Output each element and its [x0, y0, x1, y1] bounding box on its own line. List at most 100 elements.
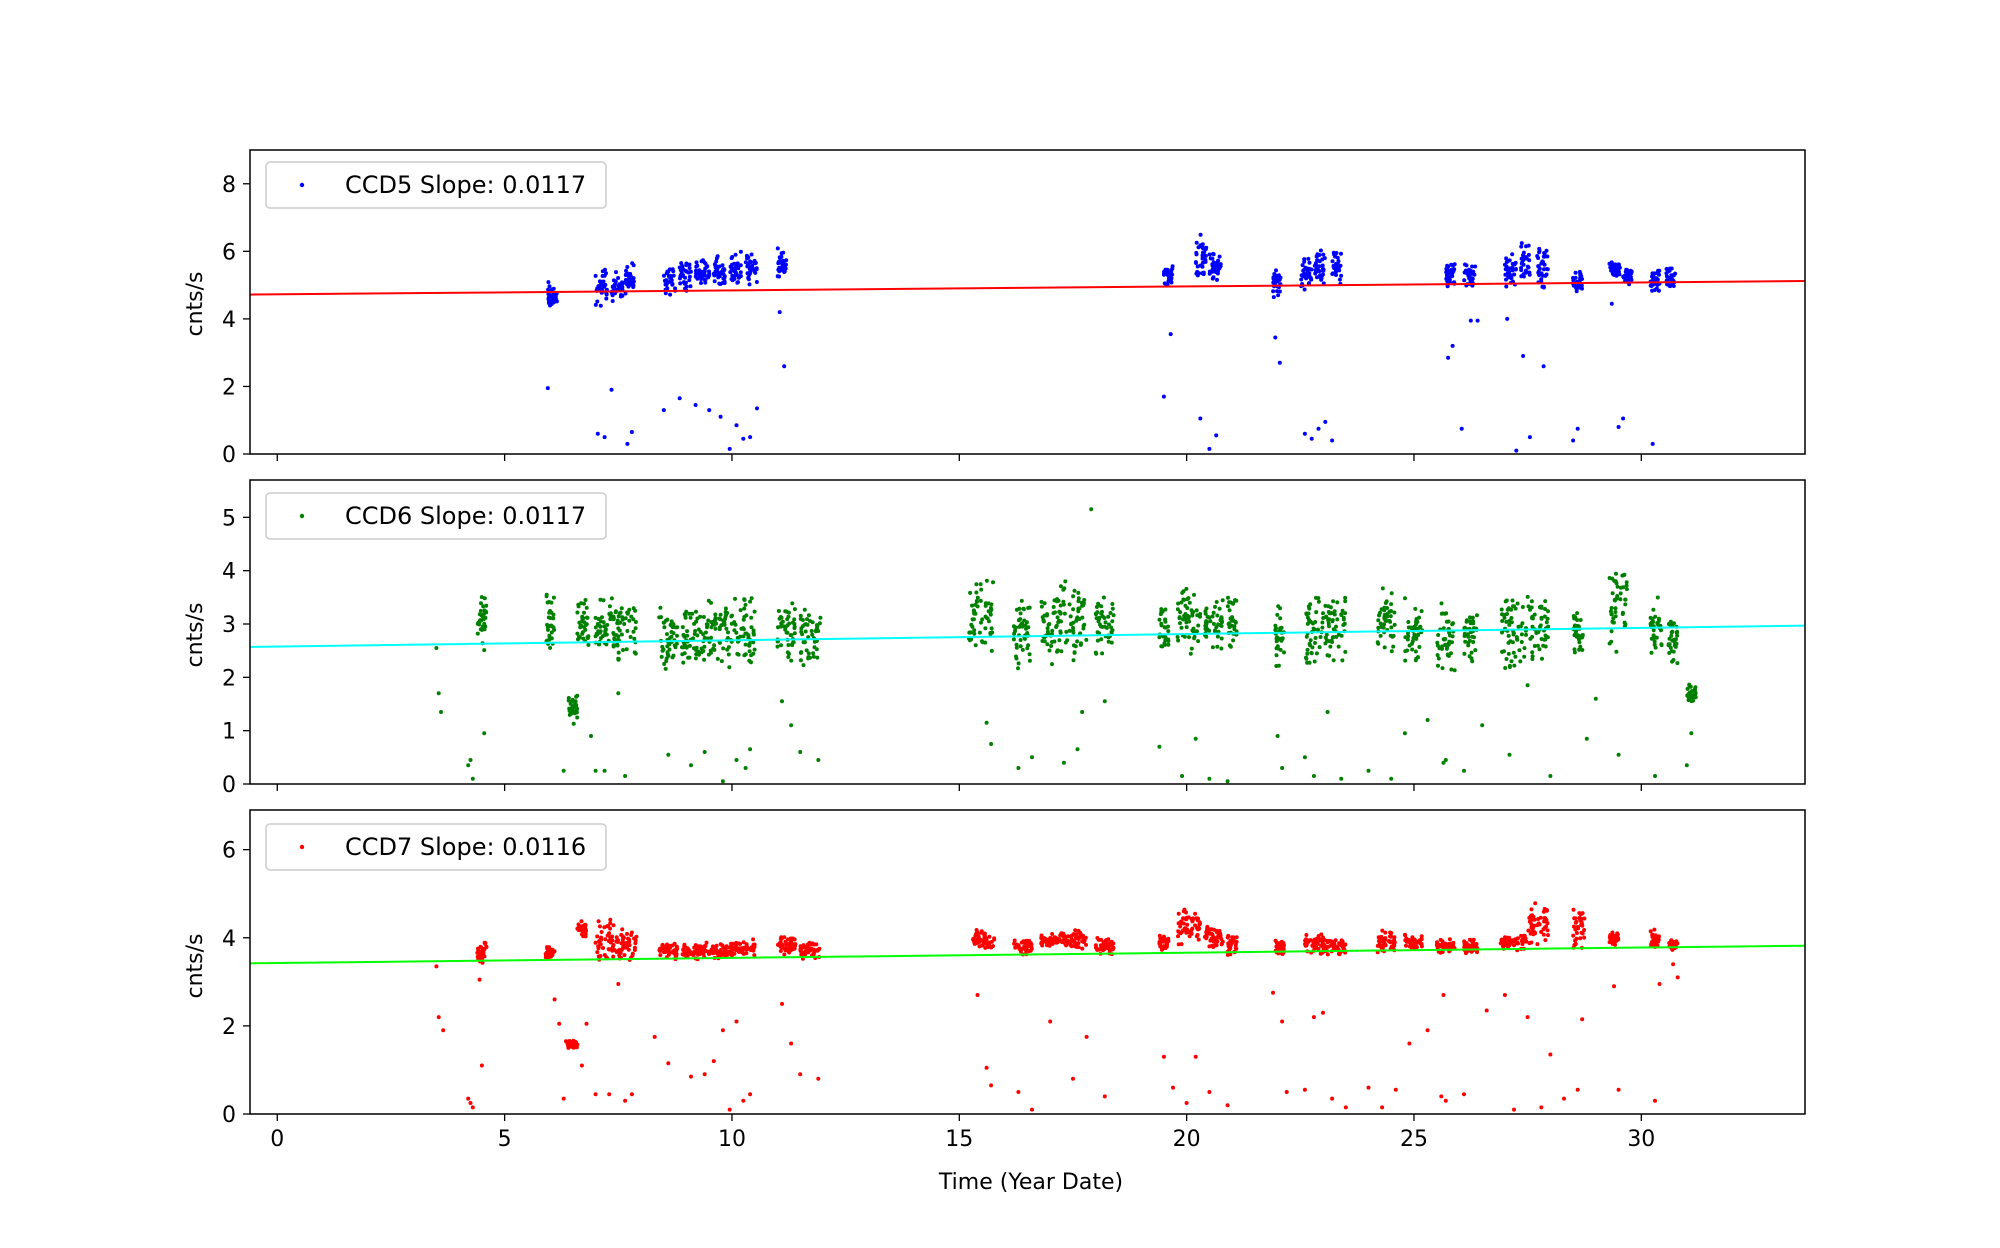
data-point [1468, 615, 1472, 620]
data-point-outlier [734, 758, 739, 762]
data-point [1382, 608, 1387, 613]
data-point [1653, 645, 1658, 650]
data-point [1332, 609, 1337, 614]
data-point [658, 953, 663, 958]
data-point [1410, 935, 1415, 940]
data-point [599, 930, 604, 934]
data-point-outlier [477, 977, 482, 982]
data-point-outlier [1207, 446, 1212, 451]
data-point [1511, 650, 1516, 655]
data-point [665, 644, 670, 649]
data-point [1108, 611, 1113, 615]
data-point [1305, 615, 1310, 620]
data-point [1018, 623, 1023, 628]
data-point [665, 617, 670, 622]
data-point [1509, 620, 1514, 625]
data-point [545, 638, 549, 643]
data-point-outlier [1366, 1085, 1371, 1090]
data-point [1408, 941, 1412, 945]
data-point [982, 931, 987, 936]
data-point [742, 615, 747, 619]
data-point [713, 265, 718, 270]
data-point [581, 616, 586, 621]
data-point [692, 632, 697, 636]
data-point [1675, 633, 1680, 638]
data-point [1545, 635, 1550, 640]
data-point [1099, 637, 1104, 642]
data-point [1028, 948, 1033, 953]
data-point [804, 648, 809, 653]
data-point [735, 651, 740, 656]
data-point [1511, 604, 1515, 609]
data-point [698, 614, 703, 619]
x-tick-label: 10 [718, 1127, 746, 1152]
panel-3-legend-box [265, 823, 607, 871]
data-point [1468, 279, 1473, 284]
data-point-outlier [466, 1096, 471, 1101]
data-point [1526, 604, 1531, 609]
data-point [1536, 256, 1541, 260]
data-point [1378, 610, 1382, 615]
data-point-outlier [1580, 1017, 1585, 1022]
data-point [547, 633, 552, 638]
data-point [668, 292, 673, 297]
data-point [593, 273, 598, 278]
data-point [1536, 917, 1541, 921]
data-point [1103, 620, 1108, 625]
data-point [630, 261, 635, 266]
data-point [679, 261, 684, 266]
data-point [1303, 938, 1308, 943]
data-point-outlier [707, 408, 712, 413]
data-point-outlier [1675, 975, 1680, 980]
data-point [574, 703, 579, 708]
data-point [728, 270, 733, 275]
data-point [1447, 277, 1452, 282]
data-point [603, 632, 607, 637]
data-point [1435, 640, 1440, 645]
data-point [1026, 643, 1031, 648]
data-point [731, 941, 735, 946]
data-point [684, 284, 689, 289]
data-point [620, 617, 625, 622]
data-point [1343, 649, 1348, 654]
data-point [1318, 248, 1323, 253]
data-point [1082, 622, 1087, 627]
data-point [1533, 901, 1538, 906]
data-point [733, 596, 737, 601]
data-point [633, 620, 638, 624]
panel-ccd5: cnts/s CCD5 Slope: 0.0117 [183, 161, 607, 337]
data-point [717, 264, 722, 269]
y-tick-label: 0 [222, 773, 236, 798]
data-point [1578, 618, 1583, 622]
data-point [1214, 600, 1219, 604]
data-point [713, 612, 718, 617]
data-point [622, 622, 627, 626]
data-point [712, 643, 717, 648]
data-point [778, 615, 783, 619]
data-point [483, 941, 488, 945]
data-point-outlier [579, 1063, 584, 1068]
data-point-outlier [1316, 426, 1321, 431]
data-point-outlier [589, 734, 593, 738]
data-point [1693, 685, 1698, 690]
data-point [574, 694, 579, 699]
data-point [980, 943, 985, 948]
data-point [1506, 640, 1511, 645]
data-point [1042, 938, 1047, 943]
data-point [1304, 942, 1309, 947]
data-point [1039, 933, 1044, 938]
data-point-outlier [1450, 343, 1455, 348]
data-point [971, 936, 976, 941]
data-point [604, 291, 609, 296]
data-point [603, 267, 607, 272]
data-point [1534, 631, 1539, 635]
data-point [1650, 616, 1655, 621]
data-point [1375, 943, 1380, 948]
data-point-outlier [693, 403, 698, 407]
data-point-outlier [602, 435, 607, 440]
data-point [1510, 640, 1515, 645]
data-point [786, 643, 791, 647]
data-point [610, 299, 615, 303]
data-point [1225, 604, 1230, 609]
data-point [623, 277, 628, 282]
